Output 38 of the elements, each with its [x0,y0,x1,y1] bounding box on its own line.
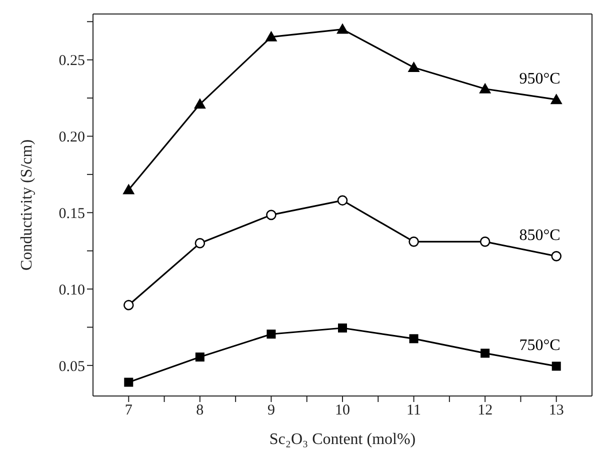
series-label: 850°C [519,227,560,244]
point [122,184,135,194]
point [551,251,562,262]
x-tick-label: 9 [267,402,275,419]
point [124,378,134,387]
y-tick-label: 0.10 [58,282,85,298]
x-tick-label: 8 [196,402,204,419]
point [408,236,419,247]
point [480,348,490,358]
x-axis-title: Sc₂O₃ Content (mol%) [269,431,416,448]
point [266,330,276,339]
series-label: 750°C [519,337,560,354]
x-tick-label: 7 [124,402,133,419]
y-tick-label: 0.05 [58,358,85,375]
point [338,324,347,333]
point [123,300,134,310]
x-tick-label: 13 [548,402,564,419]
point [479,82,492,94]
point [480,236,490,247]
y-tick-label: 0.15 [58,206,85,222]
series-label: 950°C [519,70,560,88]
y-tick-label: 0.25 [58,53,85,70]
x-tick-label: 10 [335,402,350,419]
y-axis-title: Conductivity (S/cm) [18,139,36,271]
x-tick-label: 11 [406,402,422,419]
x-tick-label: 12 [478,402,493,419]
point [550,94,562,104]
point [408,61,420,72]
point [337,195,348,206]
point [194,98,206,109]
point [409,334,418,344]
point [194,238,206,248]
y-tick-label: 0.20 [58,130,85,146]
point [195,352,204,362]
point [336,23,348,34]
point [266,210,276,220]
point [552,362,561,371]
point [265,30,278,42]
